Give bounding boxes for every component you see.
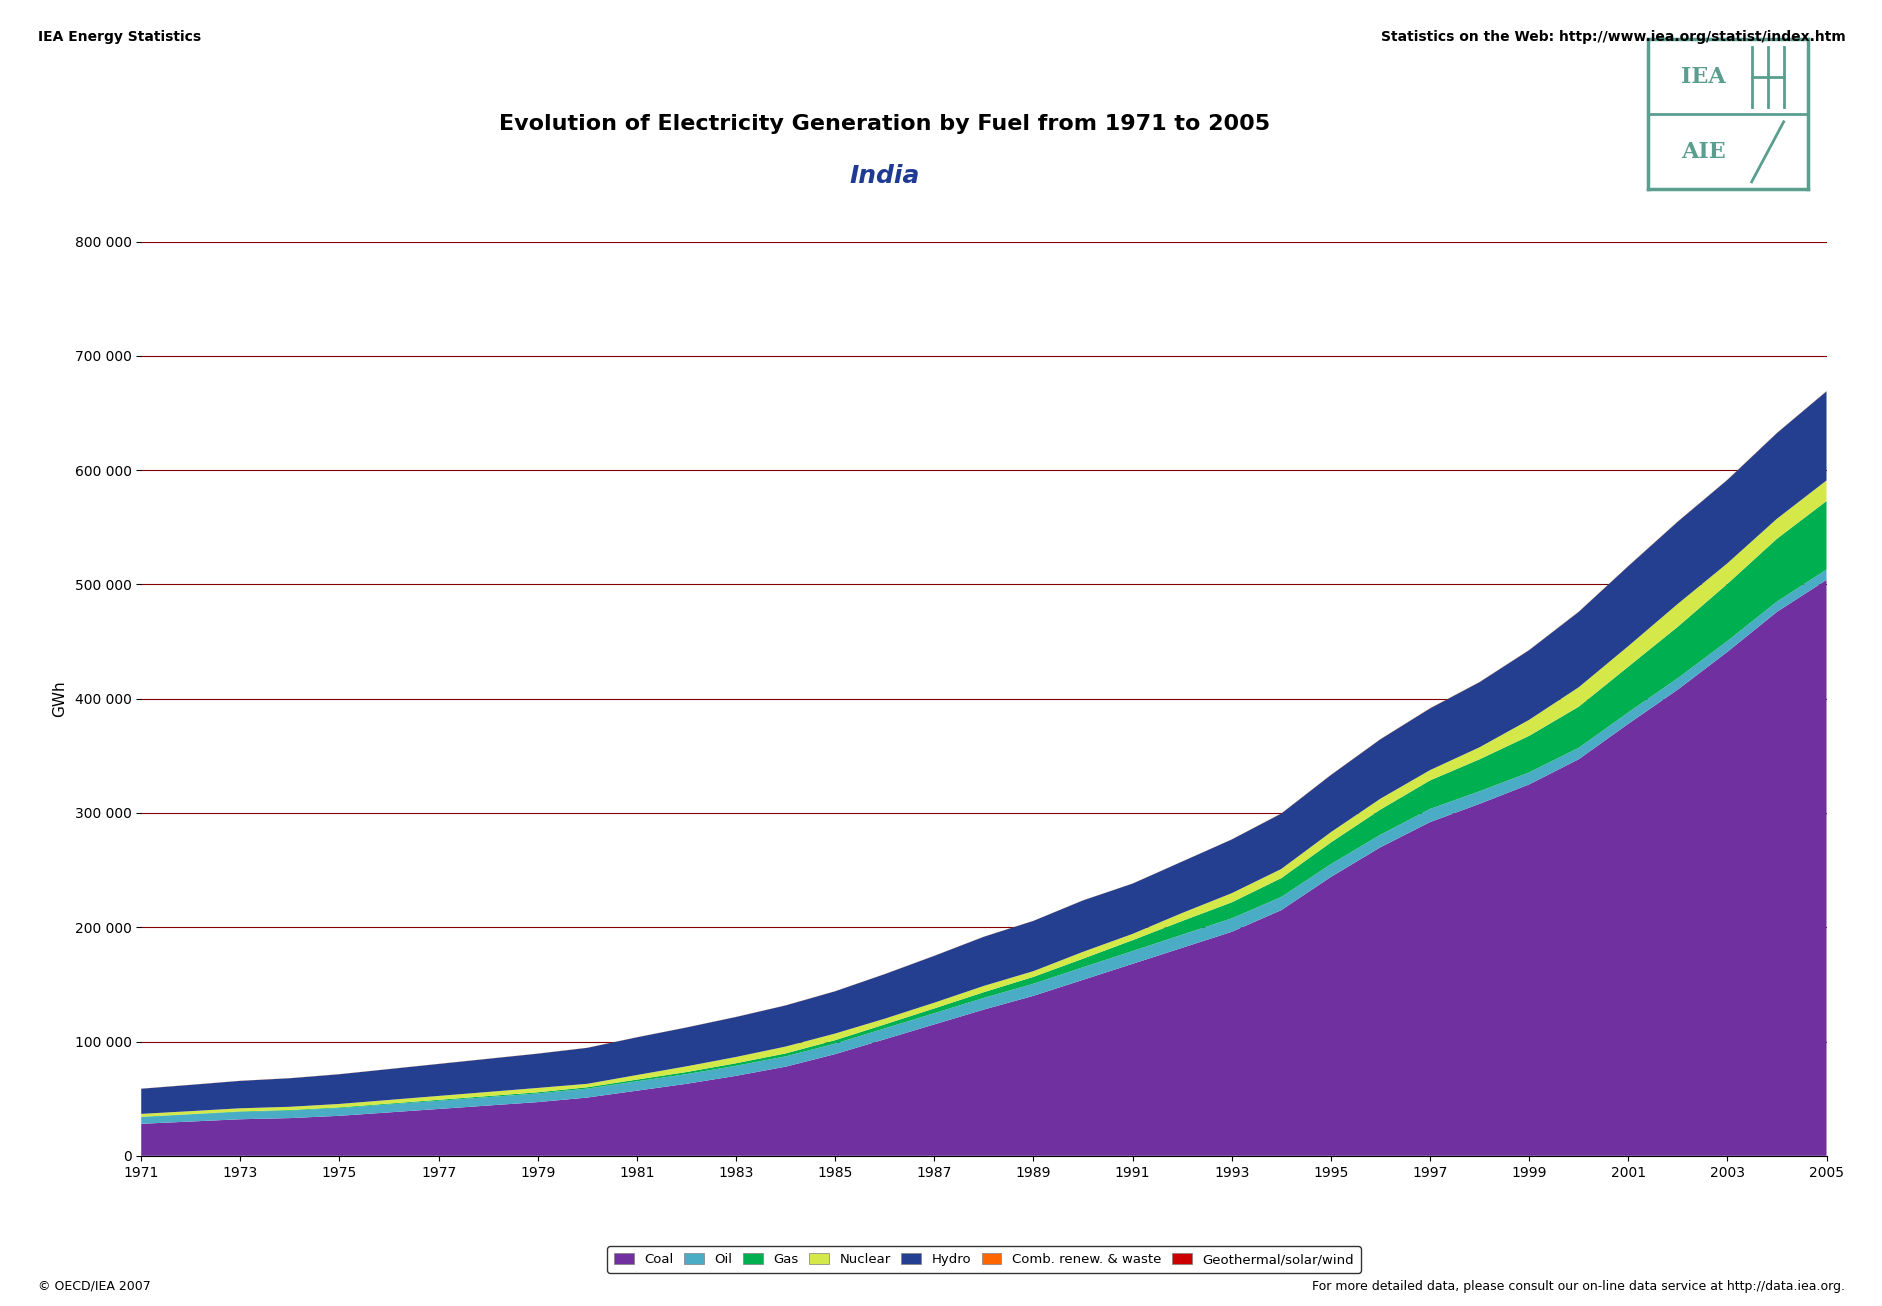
Text: For more detailed data, please consult our on-line data service at http://data.i: For more detailed data, please consult o… bbox=[1312, 1280, 1844, 1293]
Text: IEA Energy Statistics: IEA Energy Statistics bbox=[38, 30, 201, 44]
Text: Evolution of Electricity Generation by Fuel from 1971 to 2005: Evolution of Electricity Generation by F… bbox=[499, 114, 1270, 135]
Text: Statistics on the Web: http://www.iea.org/statist/index.htm: Statistics on the Web: http://www.iea.or… bbox=[1380, 30, 1844, 44]
Y-axis label: GWh: GWh bbox=[53, 680, 68, 717]
Text: AIE: AIE bbox=[1681, 141, 1726, 163]
Legend: Coal, Oil, Gas, Nuclear, Hydro, Comb. renew. & waste, Geothermal/solar/wind: Coal, Oil, Gas, Nuclear, Hydro, Comb. re… bbox=[606, 1246, 1361, 1272]
Text: © OECD/IEA 2007: © OECD/IEA 2007 bbox=[38, 1280, 151, 1293]
Text: IEA: IEA bbox=[1681, 65, 1726, 88]
Text: India: India bbox=[849, 165, 920, 188]
